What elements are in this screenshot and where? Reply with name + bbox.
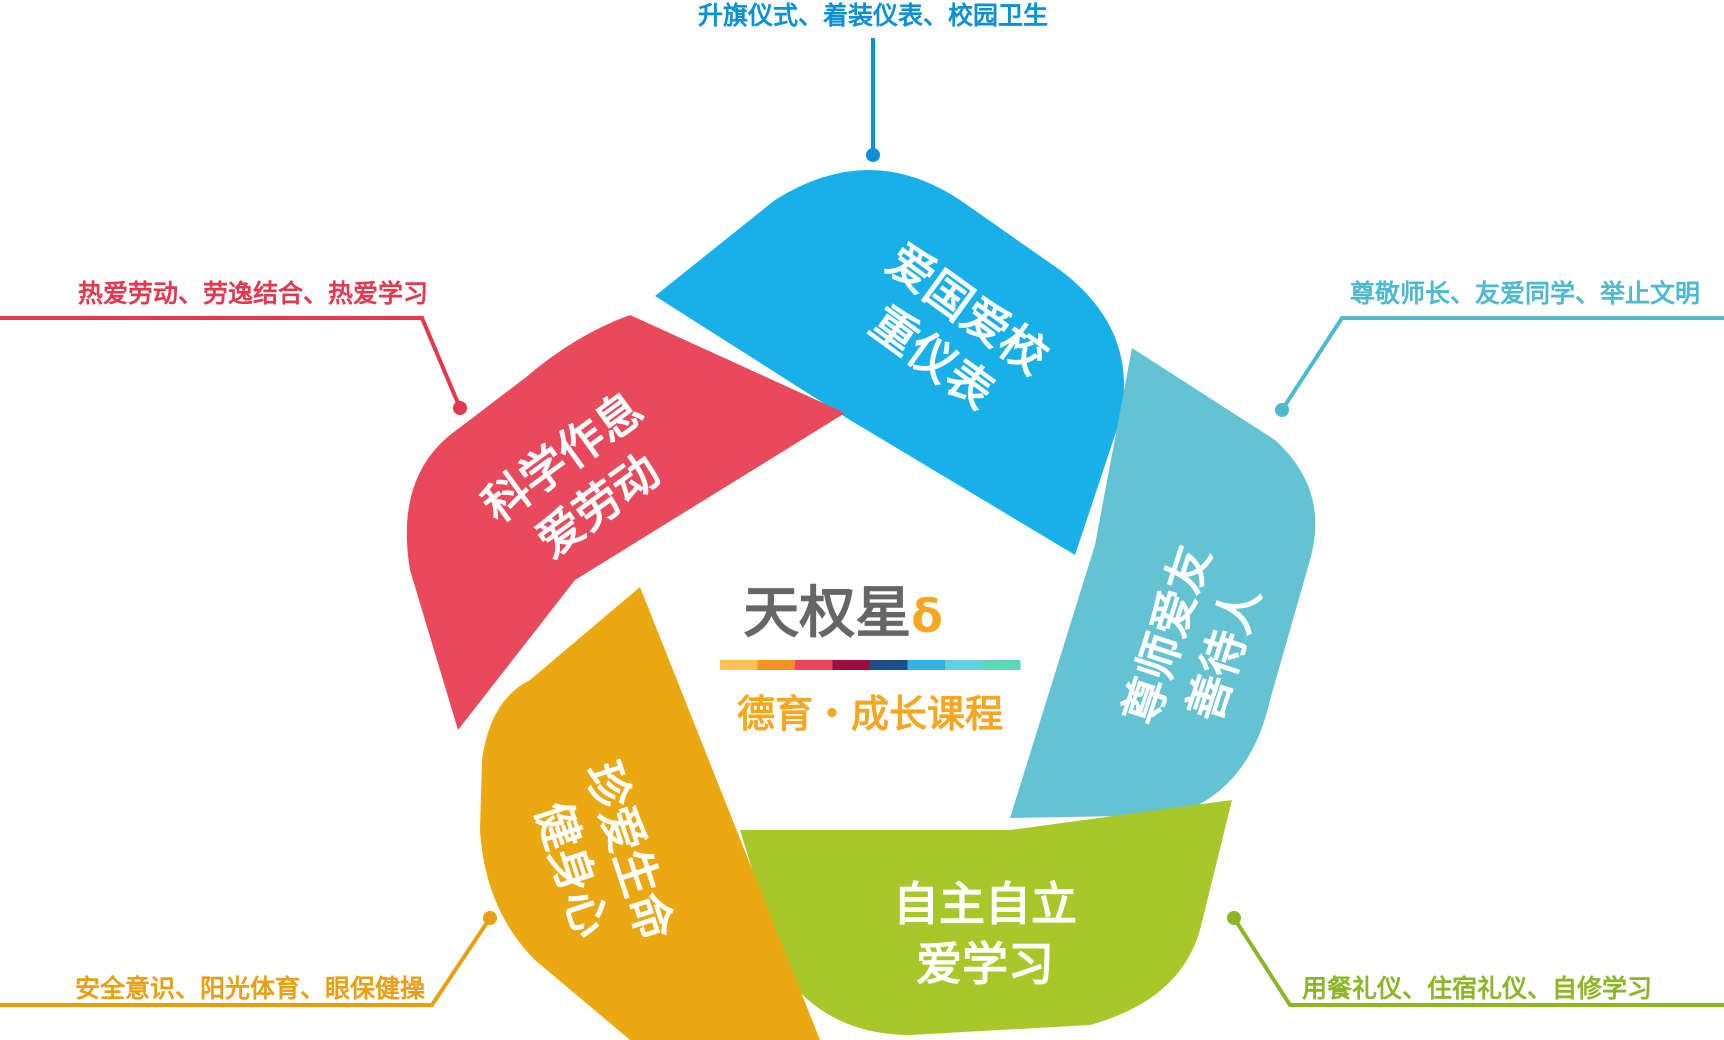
- note-orange: 安全意识、阳光体育、眼保健操: [75, 974, 426, 1003]
- segment-green-line2: 爱学习: [916, 937, 1054, 991]
- callout-red-connector: [0, 316, 467, 415]
- segment-green-shape: [740, 800, 1232, 1035]
- color-bar-swatch: [832, 660, 871, 670]
- note-green: 用餐礼仪、住宿礼仪、自修学习: [1302, 974, 1652, 1003]
- segment-blue-shape: [655, 170, 1124, 555]
- center-color-bar: [720, 660, 1021, 670]
- callout-blue-connector: [866, 38, 880, 162]
- callout-green-connector: [1227, 911, 1724, 1007]
- segment-red-shape: [406, 315, 845, 730]
- segment-teal-shape: [1010, 348, 1316, 818]
- note-teal: 尊敬师长、友爱同学、举止文明: [1350, 279, 1700, 308]
- color-bar-swatch: [870, 660, 908, 670]
- color-bar-swatch: [795, 660, 833, 670]
- note-blue: 升旗仪式、着装仪表、校园卫生: [698, 1, 1048, 30]
- center-subtitle: 德育・成长课程: [737, 692, 1003, 736]
- color-bar-swatch: [720, 660, 758, 670]
- note-red: 热爱劳动、劳逸结合、热爱学习: [78, 279, 428, 308]
- color-bar-swatch: [945, 660, 983, 670]
- segment-green-line1: 自主自立: [893, 877, 1077, 931]
- segment-green-label: 自主自立 爱学习: [893, 877, 1077, 991]
- color-bar-swatch: [757, 660, 796, 670]
- segment-orange-shape: [480, 587, 820, 1040]
- callout-teal-connector: [1275, 316, 1724, 417]
- color-bar-swatch: [907, 660, 946, 670]
- callout-orange-connector: [0, 911, 497, 1007]
- center-title: 天权星δ: [743, 581, 943, 646]
- color-bar-swatch: [982, 660, 1021, 670]
